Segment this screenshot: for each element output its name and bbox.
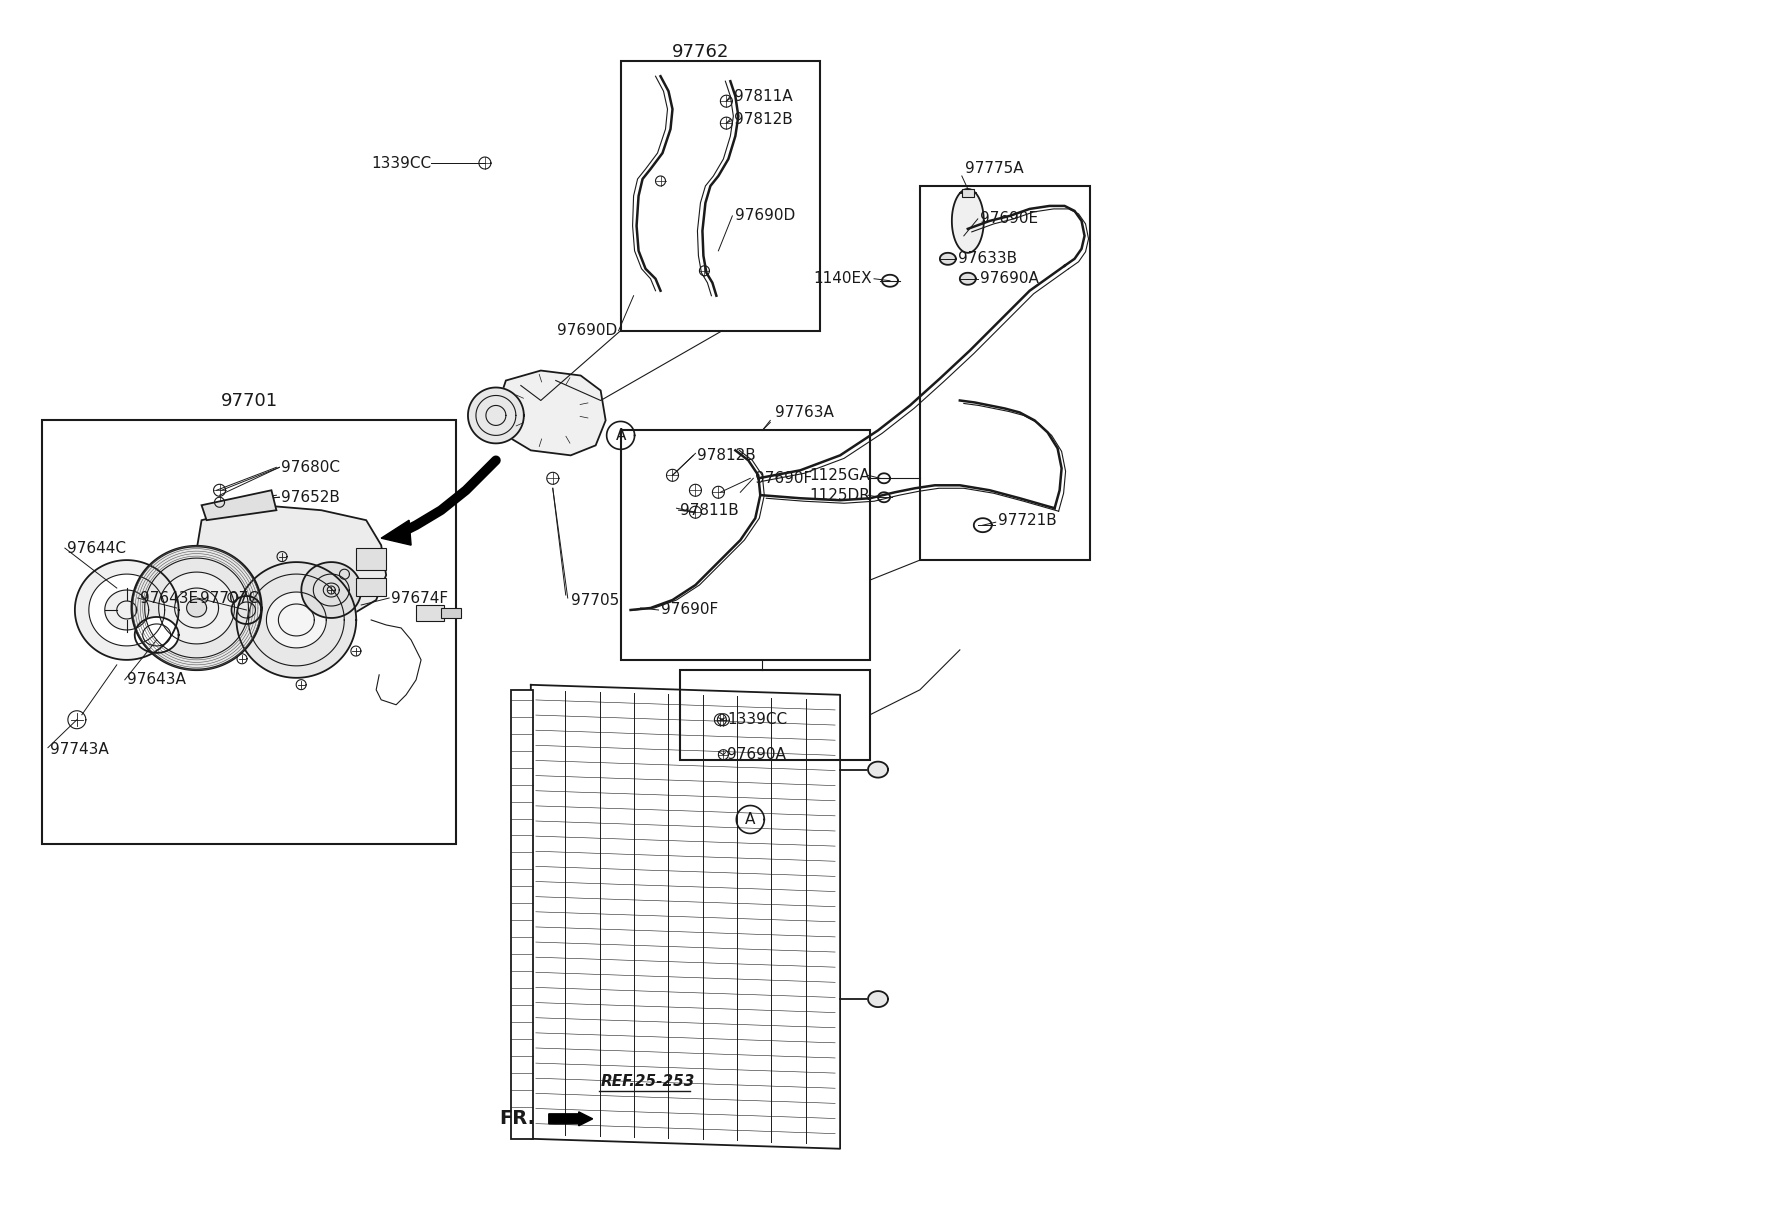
Bar — [620, 430, 870, 660]
Bar — [416, 606, 445, 621]
Text: 97812B: 97812B — [698, 448, 757, 463]
Text: 97690D: 97690D — [735, 208, 796, 223]
Text: 97690A: 97690A — [980, 271, 1038, 286]
Bar — [441, 608, 461, 618]
Polygon shape — [952, 189, 983, 253]
Polygon shape — [89, 574, 165, 645]
Text: 1140EX: 1140EX — [813, 271, 872, 286]
Text: 97652B: 97652B — [282, 489, 340, 505]
Polygon shape — [960, 272, 976, 285]
Text: 97762: 97762 — [672, 44, 728, 62]
Bar — [680, 670, 870, 759]
Text: 97763A: 97763A — [776, 406, 835, 420]
FancyArrow shape — [549, 1112, 592, 1126]
Polygon shape — [135, 616, 179, 653]
Text: REF.25-253: REF.25-253 — [601, 1074, 695, 1090]
Text: 97743A: 97743A — [50, 742, 108, 757]
Text: 97643E: 97643E — [140, 591, 198, 606]
Polygon shape — [468, 388, 525, 443]
Text: A: A — [615, 427, 626, 443]
Text: 97721B: 97721B — [998, 512, 1056, 528]
Bar — [620, 62, 820, 331]
Bar — [920, 186, 1090, 561]
Polygon shape — [868, 991, 888, 1008]
Polygon shape — [193, 505, 386, 620]
Polygon shape — [381, 521, 411, 545]
Polygon shape — [496, 371, 606, 455]
Text: 97690F: 97690F — [755, 471, 813, 486]
Text: 1125DR: 1125DR — [810, 488, 870, 503]
Text: 97701: 97701 — [222, 392, 278, 411]
Text: 97674F: 97674F — [392, 591, 448, 606]
Polygon shape — [131, 546, 262, 670]
Bar — [510, 690, 533, 1138]
Text: 97643A: 97643A — [128, 672, 186, 688]
Polygon shape — [186, 599, 207, 616]
Text: 97705: 97705 — [571, 592, 618, 608]
Text: 97775A: 97775A — [964, 161, 1024, 176]
Text: 1125GA: 1125GA — [810, 467, 870, 483]
Polygon shape — [266, 592, 326, 648]
Text: 97707C: 97707C — [200, 591, 259, 606]
Polygon shape — [202, 490, 276, 521]
Polygon shape — [159, 572, 234, 644]
Text: 97811B: 97811B — [680, 503, 739, 518]
Text: 97811A: 97811A — [734, 88, 794, 104]
Text: 1339CC: 1339CC — [727, 712, 787, 728]
Text: 97633B: 97633B — [959, 252, 1017, 266]
Text: 97690E: 97690E — [980, 212, 1038, 226]
Text: 97644C: 97644C — [67, 540, 126, 556]
Text: 97680C: 97680C — [282, 460, 340, 475]
Polygon shape — [301, 562, 361, 618]
Text: 97690A: 97690A — [727, 747, 787, 762]
Polygon shape — [939, 253, 955, 265]
Polygon shape — [868, 762, 888, 777]
Text: 1339CC: 1339CC — [370, 155, 431, 171]
Bar — [356, 578, 386, 596]
Polygon shape — [236, 562, 356, 678]
Text: 97690F: 97690F — [661, 603, 718, 618]
Polygon shape — [74, 561, 179, 660]
Bar — [356, 549, 386, 570]
Bar — [962, 189, 975, 197]
Bar — [43, 420, 455, 844]
Text: 97690D: 97690D — [558, 323, 618, 338]
Polygon shape — [105, 590, 149, 630]
Text: A: A — [744, 813, 755, 827]
Text: 97812B: 97812B — [734, 111, 794, 127]
Text: FR.: FR. — [500, 1109, 535, 1129]
